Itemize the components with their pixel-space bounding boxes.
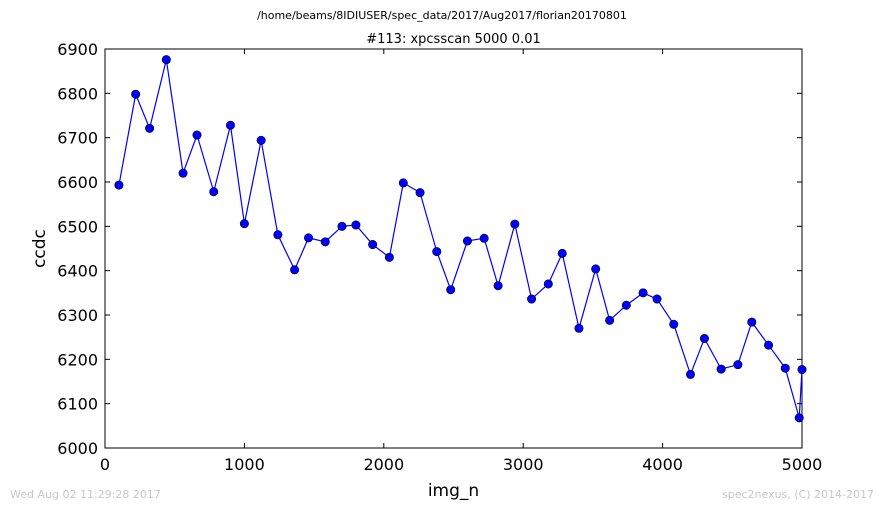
data-point xyxy=(462,236,472,246)
data-point xyxy=(621,300,631,310)
data-point xyxy=(446,285,456,295)
data-point xyxy=(605,315,615,325)
data-point xyxy=(178,168,188,178)
data-point xyxy=(256,135,266,145)
data-point xyxy=(527,294,537,304)
data-point xyxy=(368,240,378,250)
footer-credit: spec2nexus, (C) 2014-2017 xyxy=(722,488,874,501)
x-tick-label: 1000 xyxy=(224,455,265,474)
x-tick-label: 0 xyxy=(100,455,110,474)
data-point xyxy=(543,279,553,289)
data-point xyxy=(479,233,489,243)
data-point xyxy=(733,360,743,370)
data-point xyxy=(794,413,804,423)
data-point xyxy=(764,340,774,350)
data-point xyxy=(304,233,314,243)
data-point xyxy=(797,365,807,375)
data-point xyxy=(574,323,584,333)
data-point xyxy=(699,333,709,343)
x-axis-label: img_n xyxy=(428,481,479,501)
x-tick-label: 2000 xyxy=(363,455,404,474)
y-tick-label: 6700 xyxy=(57,129,98,148)
data-point xyxy=(652,294,662,304)
data-point xyxy=(131,89,141,99)
data-point xyxy=(591,264,601,274)
data-point xyxy=(398,178,408,188)
axis-ticks xyxy=(104,48,803,449)
data-point xyxy=(716,364,726,374)
x-tick-label: 3000 xyxy=(503,455,544,474)
data-point xyxy=(145,123,155,133)
x-tick-label: 4000 xyxy=(642,455,683,474)
data-point xyxy=(747,317,757,327)
suptitle: /home/beams/8IDIUSER/spec_data/2017/Aug2… xyxy=(257,9,627,22)
x-tick-label: 5000 xyxy=(782,455,823,474)
data-point xyxy=(192,130,202,140)
y-tick-label: 6600 xyxy=(57,173,98,192)
data-point xyxy=(432,247,442,257)
data-point xyxy=(557,248,567,258)
data-point xyxy=(493,281,503,291)
series-line xyxy=(118,59,803,419)
data-point xyxy=(320,237,330,247)
data-point xyxy=(510,219,520,229)
y-tick-label: 6900 xyxy=(57,40,98,59)
data-point xyxy=(273,230,283,240)
y-tick-label: 6200 xyxy=(57,350,98,369)
tick-labels: 0 1000 2000 3000 4000 5000 6000 6100 6200 6300 640… xyxy=(57,40,822,474)
y-tick-label: 6800 xyxy=(57,84,98,103)
data-point xyxy=(669,319,679,329)
data-point xyxy=(337,221,347,231)
data-point xyxy=(225,120,235,130)
footer-timestamp: Wed Aug 02 11:29:28 2017 xyxy=(10,488,161,501)
data-point xyxy=(638,288,648,298)
data-point xyxy=(384,252,394,262)
data-point xyxy=(685,369,695,379)
data-markers xyxy=(114,55,807,423)
y-tick-label: 6100 xyxy=(57,395,98,414)
data-point xyxy=(415,188,425,198)
y-tick-label: 6500 xyxy=(57,217,98,236)
data-point xyxy=(161,55,171,65)
y-tick-label: 6400 xyxy=(57,262,98,281)
data-point xyxy=(351,220,361,230)
y-tick-label: 6300 xyxy=(57,306,98,325)
y-axis-label: ccdc xyxy=(30,229,50,268)
data-point xyxy=(780,363,790,373)
chart-title: #113: xpcsscan 5000 0.01 xyxy=(366,32,541,47)
data-point xyxy=(290,265,300,275)
plot-area xyxy=(104,48,803,449)
data-point xyxy=(239,219,249,229)
data-point xyxy=(209,187,219,197)
y-tick-label: 6000 xyxy=(57,439,98,458)
data-point xyxy=(114,180,124,190)
